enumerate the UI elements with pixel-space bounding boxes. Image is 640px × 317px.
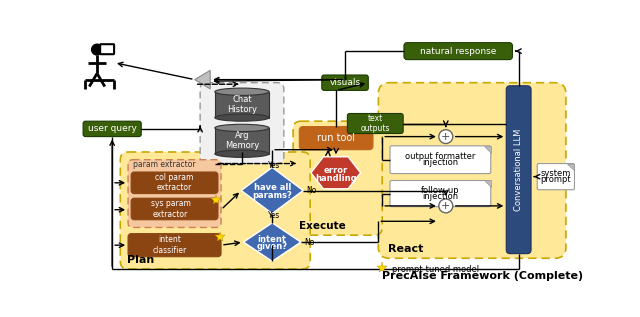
Text: text
outputs: text outputs <box>360 114 390 133</box>
Circle shape <box>439 199 452 213</box>
Text: run tool: run tool <box>317 133 355 143</box>
Text: prompt-tuned model: prompt-tuned model <box>392 265 479 274</box>
Text: intent
classifier: intent classifier <box>153 236 187 255</box>
Text: prompt: prompt <box>541 175 571 184</box>
Text: Yes: Yes <box>268 161 281 170</box>
FancyBboxPatch shape <box>404 43 513 60</box>
Text: Execute: Execute <box>300 221 346 231</box>
Text: Yes: Yes <box>268 210 281 220</box>
FancyBboxPatch shape <box>131 172 218 194</box>
FancyBboxPatch shape <box>390 146 491 174</box>
Text: visuals: visuals <box>330 78 360 87</box>
Polygon shape <box>215 92 269 118</box>
Text: params?: params? <box>252 191 292 200</box>
Text: No: No <box>307 186 317 195</box>
Ellipse shape <box>215 124 269 132</box>
Text: PrecAIse Framework (Complete): PrecAIse Framework (Complete) <box>382 271 584 281</box>
Text: +: + <box>441 201 451 211</box>
Text: follow-up: follow-up <box>421 186 460 195</box>
Text: No: No <box>304 237 314 247</box>
FancyBboxPatch shape <box>537 164 575 190</box>
Text: given?: given? <box>257 242 288 251</box>
Text: Arg
Memory: Arg Memory <box>225 131 259 150</box>
FancyBboxPatch shape <box>128 234 221 257</box>
Text: Plan: Plan <box>127 255 154 265</box>
FancyBboxPatch shape <box>120 152 310 269</box>
Text: injection: injection <box>422 192 458 201</box>
Text: intent: intent <box>258 235 287 243</box>
Text: user query: user query <box>88 124 136 133</box>
Polygon shape <box>215 128 269 154</box>
FancyBboxPatch shape <box>300 126 373 150</box>
Text: +: + <box>441 132 451 142</box>
Text: injection: injection <box>422 158 458 167</box>
Text: Chat
History: Chat History <box>227 94 257 114</box>
Text: natural response: natural response <box>420 47 497 55</box>
Polygon shape <box>484 180 491 187</box>
Text: sys param
extractor: sys param extractor <box>151 199 191 219</box>
Polygon shape <box>195 70 210 89</box>
Polygon shape <box>568 164 575 171</box>
Ellipse shape <box>215 88 269 95</box>
Circle shape <box>92 44 102 55</box>
FancyBboxPatch shape <box>293 121 382 235</box>
FancyBboxPatch shape <box>128 160 221 228</box>
Ellipse shape <box>215 114 269 121</box>
FancyBboxPatch shape <box>322 75 368 90</box>
Polygon shape <box>311 157 360 189</box>
Polygon shape <box>484 146 491 153</box>
Text: Conversational LLM: Conversational LLM <box>514 128 523 211</box>
Text: error: error <box>324 166 348 175</box>
FancyBboxPatch shape <box>83 121 141 137</box>
Circle shape <box>439 130 452 144</box>
Text: React: React <box>388 244 423 254</box>
Text: output formatter: output formatter <box>405 152 476 161</box>
FancyBboxPatch shape <box>506 86 531 254</box>
FancyBboxPatch shape <box>100 44 114 54</box>
Polygon shape <box>244 223 301 261</box>
Text: system: system <box>541 169 571 178</box>
FancyBboxPatch shape <box>378 83 566 258</box>
FancyBboxPatch shape <box>131 198 218 220</box>
Polygon shape <box>241 167 303 214</box>
Text: have all: have all <box>253 183 291 192</box>
Ellipse shape <box>215 150 269 157</box>
FancyBboxPatch shape <box>200 83 284 164</box>
Text: param extractor: param extractor <box>132 160 195 169</box>
FancyBboxPatch shape <box>348 113 403 133</box>
FancyBboxPatch shape <box>390 180 491 207</box>
Text: col param
extractor: col param extractor <box>156 173 194 192</box>
Text: handling: handling <box>315 174 356 184</box>
